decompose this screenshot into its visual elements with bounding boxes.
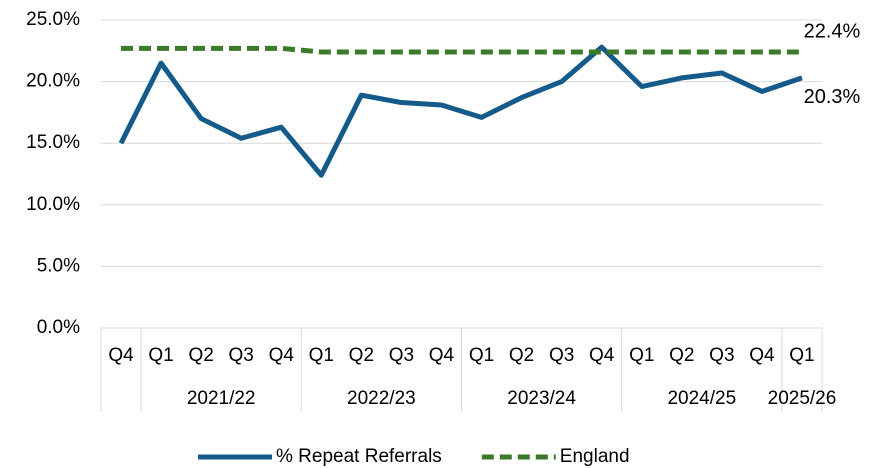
data-label: 22.4% <box>804 20 861 42</box>
x-tick-label: Q4 <box>108 345 134 366</box>
group-label: 2023/24 <box>507 388 576 409</box>
series-line <box>121 45 802 55</box>
group-label: 2025/26 <box>768 388 837 409</box>
y-tick-label: 0.0% <box>37 317 80 338</box>
x-tick-label: Q1 <box>309 345 334 366</box>
y-tick-label: 10.0% <box>26 194 80 215</box>
legend-label: % Repeat Referrals <box>276 446 442 467</box>
x-tick-label: Q2 <box>188 345 213 366</box>
group-label: 2022/23 <box>347 388 416 409</box>
group-label: 2024/25 <box>667 388 736 409</box>
y-tick-label: 25.0% <box>26 9 80 30</box>
x-tick-label: Q4 <box>589 345 615 366</box>
x-tick-label: Q3 <box>709 345 734 366</box>
x-tick-label: Q2 <box>509 345 534 366</box>
x-tick-label: Q1 <box>629 345 654 366</box>
y-tick-label: 5.0% <box>37 255 80 276</box>
x-tick-label: Q1 <box>469 345 494 366</box>
y-tick-label: 15.0% <box>26 132 80 153</box>
x-tick-label: Q1 <box>148 345 173 366</box>
x-tick-label: Q3 <box>549 345 574 366</box>
data-label: 20.3% <box>804 86 861 108</box>
x-tick-label: Q4 <box>269 345 295 366</box>
x-tick-label: Q3 <box>389 345 414 366</box>
x-tick-label: Q2 <box>669 345 694 366</box>
group-label: 2021/22 <box>187 388 256 409</box>
y-tick-label: 20.0% <box>26 71 80 92</box>
series-line <box>118 44 803 178</box>
x-tick-label: Q2 <box>349 345 374 366</box>
x-tick-label: Q4 <box>749 345 775 366</box>
x-tick-label: Q1 <box>789 345 814 366</box>
x-tick-label: Q3 <box>229 345 254 366</box>
legend-label: England <box>560 446 630 467</box>
x-tick-label: Q4 <box>429 345 455 366</box>
